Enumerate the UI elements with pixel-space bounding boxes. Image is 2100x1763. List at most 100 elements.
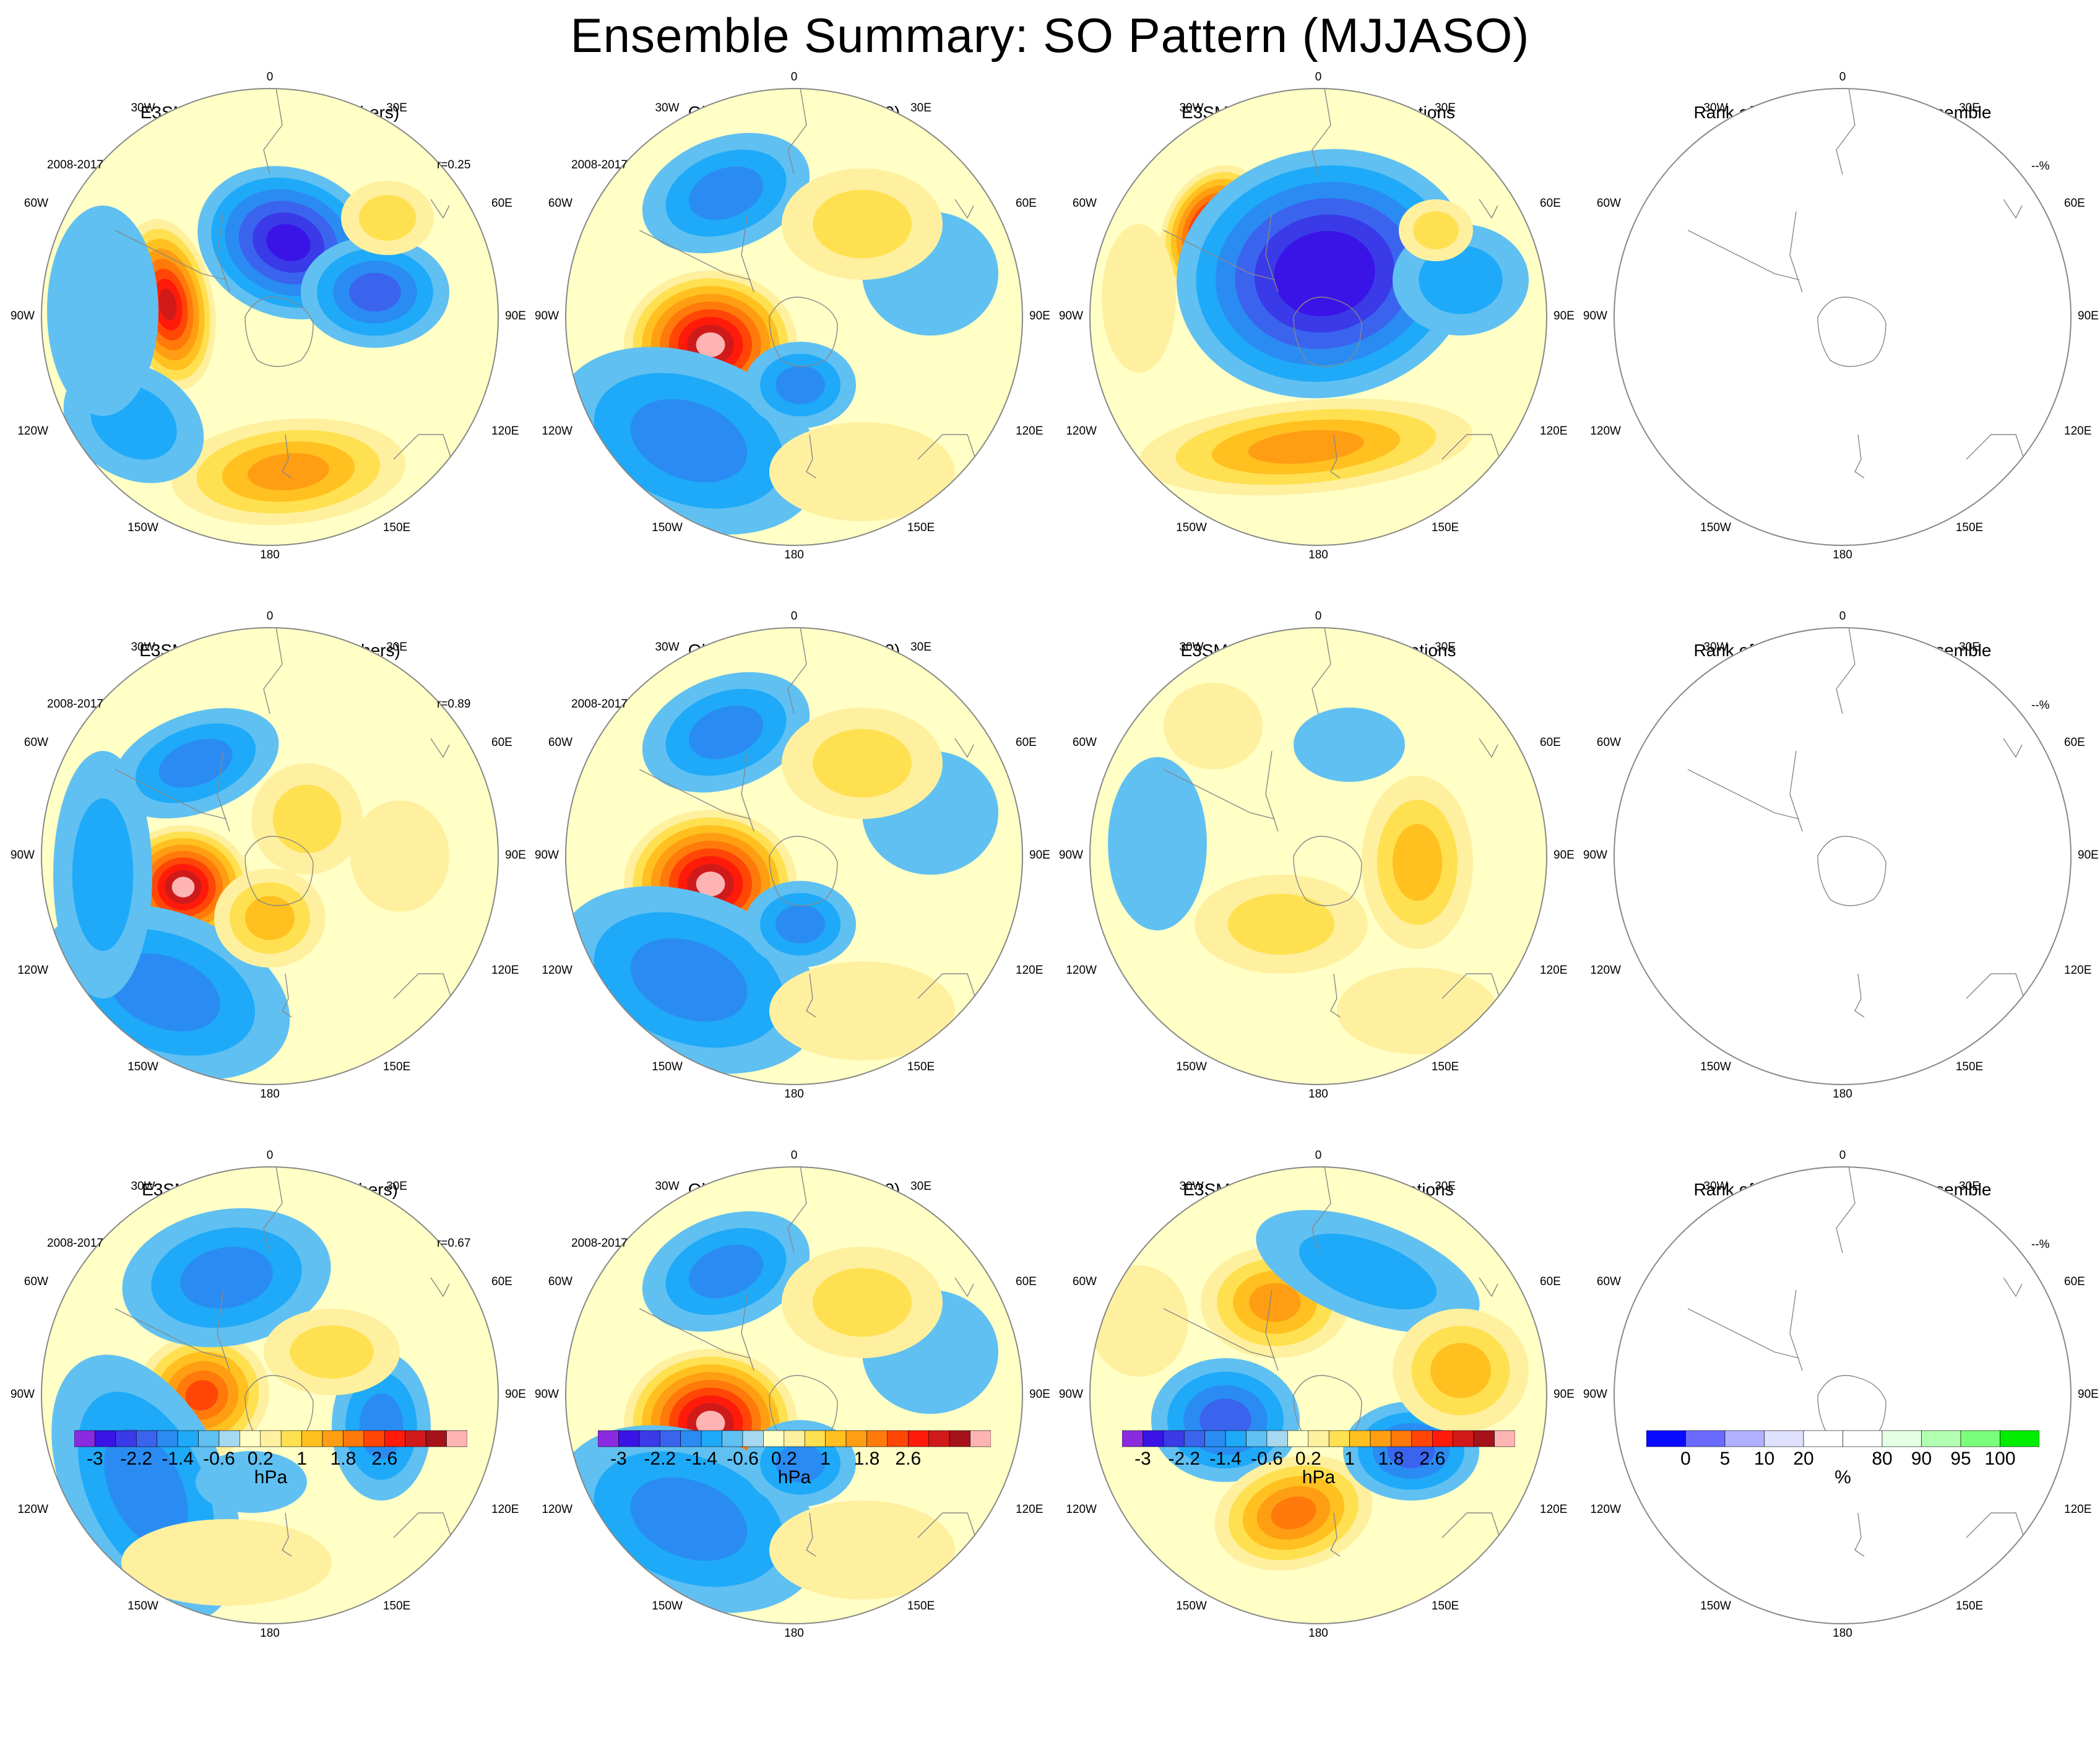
colorbar-swatch: [680, 1430, 702, 1447]
longitude-label: 120E: [2064, 425, 2092, 438]
negative-anomaly-contour: [1294, 708, 1405, 782]
colorbar-unit: hPa: [254, 1467, 288, 1488]
longitude-label: 150W: [127, 1060, 158, 1073]
longitude-label: 0: [790, 71, 798, 84]
negative-anomaly-contour: [630, 938, 748, 1022]
longitude-label: 90W: [10, 1388, 35, 1401]
longitude-label: 60W: [1072, 736, 1097, 749]
map-boundary: [1614, 1166, 2072, 1624]
positive-anomaly-contour: [1102, 224, 1176, 373]
coastline: [1687, 1166, 2060, 1575]
colorbar-swatch: [343, 1430, 365, 1447]
longitude-label: 60W: [548, 1275, 573, 1288]
positive-anomaly-contour: [158, 288, 177, 321]
longitude-label: 90W: [1058, 310, 1083, 323]
polar-map: [1089, 88, 1547, 546]
positive-anomaly-contour: [1227, 893, 1335, 955]
longitude-label: 120W: [1590, 425, 1621, 438]
map-boundary: [1089, 627, 1547, 1085]
longitude-label: 60W: [1596, 197, 1621, 210]
negative-anomaly-contour: [688, 166, 764, 220]
colorbar-swatch: [177, 1430, 199, 1447]
longitude-label: 90W: [534, 310, 559, 323]
figure-title: Ensemble Summary: SO Pattern (MJJASO): [570, 8, 1530, 63]
colorbar-swatch: [1411, 1430, 1433, 1447]
longitude-label: 0: [266, 71, 274, 84]
positive-anomaly-contour: [1337, 968, 1498, 1054]
colorbar-tick-label: 100: [1984, 1449, 2016, 1469]
colorbar-tick-label: 5: [1719, 1449, 1731, 1469]
longitude-label: 30E: [1959, 1180, 1980, 1193]
map-boundary: [41, 1166, 499, 1624]
positive-anomaly-contour: [1393, 823, 1442, 901]
period-label: 2008-2017: [47, 1237, 103, 1250]
colorbar-hpa-col3: -3 -2.2 -1.4 -0.6 0.2 1 1.8 2.6 hPa: [1122, 1430, 1515, 1488]
colorbar-tick-label: -2.2: [120, 1449, 153, 1469]
longitude-label: 150W: [127, 1600, 158, 1613]
positive-anomaly-contour: [1430, 1343, 1491, 1398]
longitude-label: 90W: [1058, 1388, 1083, 1401]
negative-anomaly-contour: [47, 206, 158, 416]
colorbar-swatch: [425, 1430, 447, 1447]
positive-anomaly-contour: [185, 1380, 218, 1411]
longitude-label: 90W: [1058, 849, 1083, 862]
longitude-label: 90W: [1583, 849, 1607, 862]
longitude-label: 30E: [386, 641, 407, 654]
positive-anomaly-contour: [358, 195, 417, 241]
longitude-label: 180: [260, 1088, 280, 1101]
colorbar-tick-label: -3: [1134, 1449, 1151, 1469]
colorbar-swatch: [446, 1430, 467, 1447]
longitude-label: 90E: [505, 310, 526, 323]
colorbar-tick-label: 1: [296, 1449, 307, 1469]
colorbar-swatch: [405, 1430, 426, 1447]
colorbar-swatch: [1163, 1430, 1185, 1447]
positive-anomaly-contour: [696, 332, 725, 357]
correlation-label: r=0.67: [437, 1237, 471, 1250]
longitude-label: 60W: [24, 736, 48, 749]
longitude-label: 60W: [1072, 197, 1097, 210]
colorbar-tick-label: 1: [820, 1449, 831, 1469]
colorbar-swatch: [928, 1430, 950, 1447]
negative-anomaly-contour: [776, 1444, 825, 1483]
colorbar-swatch: [1843, 1430, 1883, 1447]
colorbar-swatch: [1921, 1430, 1961, 1447]
longitude-label: 30E: [1435, 641, 1456, 654]
polar-map: [41, 1166, 499, 1624]
colorbar-swatch: [908, 1430, 930, 1447]
longitude-label: 30W: [1703, 641, 1728, 654]
longitude-label: 30W: [1703, 102, 1728, 115]
colorbar-unit: %: [1834, 1467, 1851, 1488]
colorbar-swatch: [1803, 1430, 1843, 1447]
longitude-label: 0: [266, 610, 274, 623]
longitude-label: 90E: [1553, 310, 1575, 323]
colorbar-swatch: [1370, 1430, 1391, 1447]
colorbar-swatch: [742, 1430, 764, 1447]
longitude-label: 150E: [1431, 521, 1459, 534]
colorbar-unit: hPa: [1302, 1467, 1336, 1488]
colorbar-swatch: [1432, 1430, 1454, 1447]
colorbar-tick-label: 0: [1680, 1449, 1691, 1469]
colorbar-tick-label: 0.2: [1295, 1449, 1321, 1469]
colorbar-swatch: [1391, 1430, 1412, 1447]
longitude-label: 60W: [548, 736, 573, 749]
colorbar-swatch: [1328, 1430, 1350, 1447]
colorbar-swatch: [1494, 1430, 1515, 1447]
colorbar-swatch: [659, 1430, 681, 1447]
longitude-label: 60E: [2064, 1275, 2085, 1288]
longitude-label: 30W: [1179, 1180, 1204, 1193]
colorbar-swatch: [970, 1430, 991, 1447]
longitude-label: 90W: [10, 310, 35, 323]
colorbar-rank-swatches: [1646, 1430, 2039, 1447]
coastline: [115, 88, 487, 497]
positive-anomaly-contour: [350, 800, 449, 912]
colorbar-tick-label: -2.2: [644, 1449, 676, 1469]
longitude-label: 90E: [2078, 310, 2099, 323]
longitude-label: 60E: [2064, 197, 2085, 210]
colorbar-tick-label: -0.6: [1251, 1449, 1283, 1469]
colorbar-swatch: [701, 1430, 722, 1447]
colorbar-swatch: [136, 1430, 157, 1447]
period-label: 2008-2017: [571, 1237, 628, 1250]
colorbar-swatch: [1453, 1430, 1474, 1447]
correlation-label: r=0.25: [437, 158, 471, 171]
positive-anomaly-contour: [1248, 430, 1364, 464]
